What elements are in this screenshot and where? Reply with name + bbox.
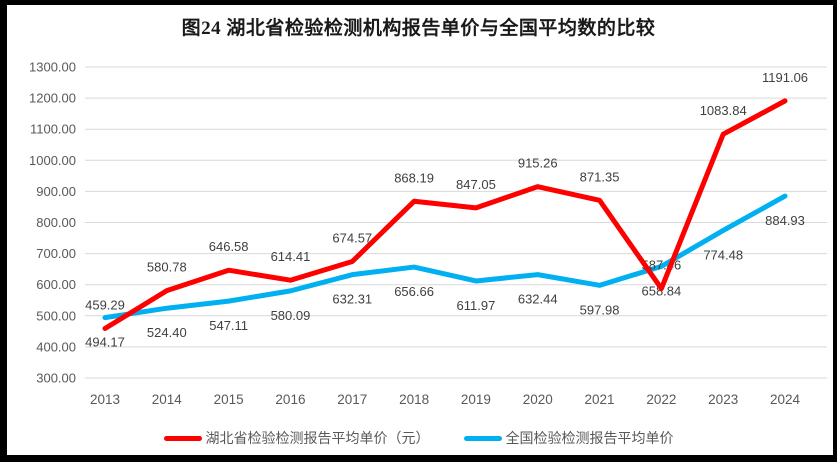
data-point-label: 632.31 <box>332 292 372 307</box>
data-point-label: 614.41 <box>271 249 311 264</box>
x-axis-tick-label: 2020 <box>523 392 553 407</box>
data-point-label: 547.11 <box>209 318 248 333</box>
data-point-label: 494.17 <box>85 335 125 350</box>
data-point-label: 674.57 <box>332 231 372 246</box>
data-point-label: 847.05 <box>456 177 496 192</box>
x-axis-tick-label: 2017 <box>337 392 367 407</box>
series-line <box>102 98 788 331</box>
x-axis-tick-label: 2019 <box>461 392 491 407</box>
data-point-label: 1191.06 <box>762 70 808 85</box>
frame-border-left <box>0 0 7 462</box>
x-axis-tick-label: 2014 <box>152 392 183 407</box>
x-axis-tick-label: 2013 <box>90 392 120 407</box>
y-axis-tick-label: 1100.00 <box>30 122 76 137</box>
hubei-series-line-icon <box>163 435 202 441</box>
frame-border-top <box>0 0 837 5</box>
data-point-label: 868.19 <box>394 170 434 185</box>
y-axis-tick-label: 700.00 <box>36 246 76 261</box>
data-point-label: 646.58 <box>209 239 249 254</box>
series-line <box>102 193 788 321</box>
x-axis-tick-label: 2016 <box>275 392 305 407</box>
data-point-label: 884.93 <box>765 213 805 228</box>
legend-label-hubei: 湖北省检验检测报告平均单价（元） <box>205 430 430 446</box>
y-axis-tick-label: 500.00 <box>36 308 76 323</box>
data-point-label: 774.48 <box>703 247 743 262</box>
chart-title: 图24 湖北省检验检测机构报告单价与全国平均数的比较 <box>181 18 656 39</box>
y-axis-tick-label: 300.00 <box>36 371 76 386</box>
x-axis-tick-label: 2023 <box>708 392 738 407</box>
legend-item-hubei: 湖北省检验检测报告平均单价（元） <box>163 428 430 448</box>
x-axis-tick-label: 2018 <box>399 392 429 407</box>
y-axis-tick-label: 1200.00 <box>29 91 76 106</box>
x-axis-tick-label: 2021 <box>585 392 615 407</box>
y-axis-tick-label: 800.00 <box>36 215 76 230</box>
data-point-label: 580.09 <box>271 308 311 323</box>
data-point-label: 1083.84 <box>700 103 747 118</box>
y-axis-tick-label: 1300.00 <box>29 60 76 75</box>
data-point-label: 597.98 <box>580 302 620 317</box>
national-series-line-icon <box>463 435 502 441</box>
data-point-label: 915.26 <box>518 156 558 171</box>
frame-border-right <box>833 0 837 462</box>
y-axis-tick-label: 400.00 <box>36 339 76 354</box>
data-point-label: 656.66 <box>394 284 434 299</box>
data-point-label: 611.97 <box>457 298 496 313</box>
chart-legend: 湖北省检验检测报告平均单价（元） 全国检验检测报告平均单价 <box>0 429 837 447</box>
data-point-label: 580.78 <box>147 260 187 275</box>
y-axis-tick-label: 1000.00 <box>29 153 76 168</box>
data-point-label: 871.35 <box>580 169 620 184</box>
data-point-label: 632.44 <box>518 292 558 307</box>
x-axis-tick-label: 2024 <box>770 392 801 407</box>
y-axis-tick-label: 600.00 <box>36 277 76 292</box>
x-axis-tick-label: 2015 <box>214 392 244 407</box>
x-axis-tick-label: 2022 <box>646 392 676 407</box>
data-point-label: 524.40 <box>147 325 187 340</box>
legend-item-national: 全国检验检测报告平均单价 <box>463 428 674 448</box>
y-axis-tick-label: 900.00 <box>36 184 76 199</box>
frame-border-bottom <box>0 455 837 462</box>
legend-label-national: 全国检验检测报告平均单价 <box>505 430 674 446</box>
data-point-label: 459.29 <box>85 297 125 312</box>
